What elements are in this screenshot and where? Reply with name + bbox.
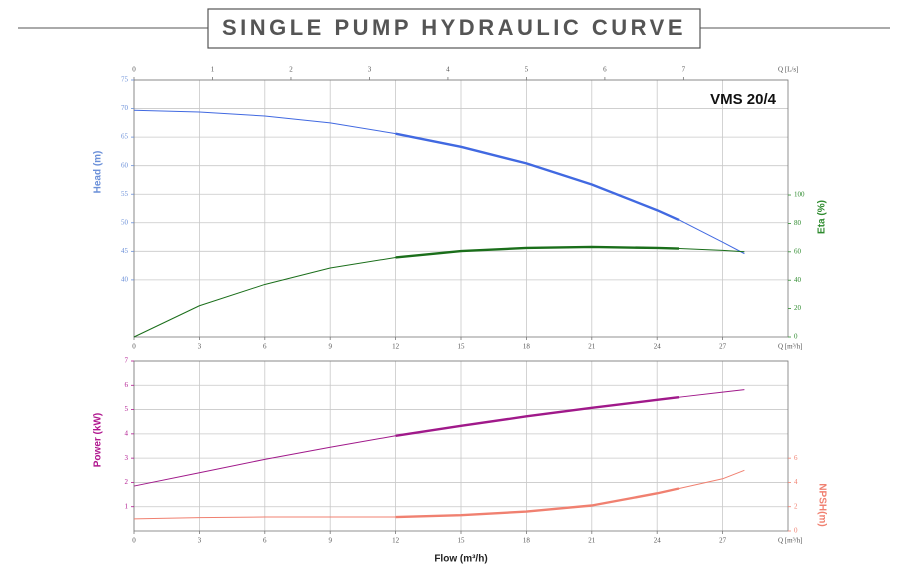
x-tick-label: 15 (458, 537, 466, 545)
x-tick-label: 3 (198, 343, 202, 351)
y-axis-title: Head (m) (93, 151, 104, 194)
x-axis-unit: Q [m³/h] (778, 537, 802, 545)
curve (133, 389, 745, 487)
y2-tick-label: 100 (794, 191, 805, 199)
x-tick-label: 9 (328, 537, 332, 545)
x-tick-label: 24 (654, 537, 662, 545)
curve (133, 246, 745, 338)
y2-tick-label: 60 (794, 247, 802, 255)
y2-axis-title: NPSH(m) (816, 483, 827, 526)
y-tick-label: 4 (125, 429, 129, 437)
x2-tick-label: 5 (525, 66, 529, 74)
x2-tick-label: 3 (368, 66, 372, 74)
x-tick-label: 18 (523, 537, 531, 545)
y2-tick-label: 20 (794, 304, 802, 312)
y2-tick-label: 6 (794, 454, 798, 462)
x-axis-title: Flow (m³/h) (434, 554, 487, 565)
x-tick-label: 12 (392, 343, 400, 351)
y2-tick-label: 2 (794, 502, 798, 510)
x-axis-unit: Q [m³/h] (778, 343, 802, 351)
x2-tick-label: 6 (603, 66, 607, 74)
x-tick-label: 24 (654, 343, 662, 351)
curve (133, 109, 745, 255)
x-tick-label: 27 (719, 343, 727, 351)
y-tick-label: 45 (121, 247, 129, 255)
x2-tick-label: 1 (211, 66, 215, 74)
y-tick-label: 70 (121, 104, 129, 112)
chart-title: SINGLE PUMP HYDRAULIC CURVE (222, 15, 686, 40)
x-tick-label: 9 (328, 343, 332, 351)
x-tick-label: 6 (263, 343, 267, 351)
x-tick-label: 15 (458, 343, 466, 351)
x-tick-label: 6 (263, 537, 267, 545)
operating-range (395, 132, 680, 222)
x-tick-label: 27 (719, 537, 727, 545)
y-tick-label: 75 (121, 76, 129, 84)
title-box (207, 8, 701, 49)
x-tick-label: 3 (198, 537, 202, 545)
x2-tick-label: 2 (289, 66, 293, 74)
y-tick-label: 6 (125, 381, 129, 389)
x2-axis-unit: Q [L/s] (778, 66, 798, 74)
x-tick-label: 0 (132, 343, 136, 351)
y2-tick-label: 40 (794, 276, 802, 284)
y-tick-label: 40 (121, 275, 129, 283)
y-tick-label: 1 (125, 502, 129, 510)
y2-tick-label: 80 (794, 219, 802, 227)
y-tick-label: 2 (125, 478, 129, 486)
y-axis-title: Power (kW) (93, 413, 104, 467)
y2-tick-label: 0 (794, 333, 798, 341)
y2-tick-label: 0 (794, 527, 798, 535)
y-tick-label: 65 (121, 133, 129, 141)
model-label: VMS 20/4 (710, 91, 777, 108)
x-tick-label: 21 (588, 537, 596, 545)
x-tick-label: 18 (523, 343, 531, 351)
x-tick-label: 0 (132, 537, 136, 545)
operating-range (395, 487, 680, 519)
x2-tick-label: 7 (682, 66, 686, 74)
y-tick-label: 50 (121, 218, 129, 226)
y-tick-label: 7 (125, 357, 129, 365)
y-tick-label: 55 (121, 190, 129, 198)
y-tick-label: 60 (121, 161, 129, 169)
x2-tick-label: 0 (132, 66, 136, 74)
operating-range (395, 245, 680, 259)
x2-tick-label: 4 (446, 66, 450, 74)
x-tick-label: 12 (392, 537, 400, 545)
y2-tick-label: 4 (794, 478, 798, 486)
y2-axis-title: Eta (%) (817, 200, 828, 234)
y-tick-label: 5 (125, 405, 129, 413)
y-tick-label: 3 (125, 454, 129, 462)
x-tick-label: 21 (588, 343, 596, 351)
operating-range (395, 395, 680, 437)
